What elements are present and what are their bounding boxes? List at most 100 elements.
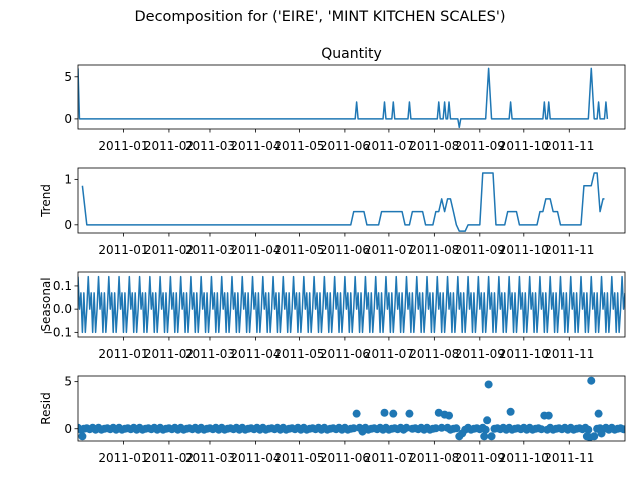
x-tick-label: 2011-02 xyxy=(144,139,194,153)
x-tick-label: 2011-06 xyxy=(320,451,370,465)
resid-point-outlier xyxy=(480,432,489,441)
resid-point-outlier xyxy=(487,432,496,441)
x-tick-label: 2011-08 xyxy=(409,139,459,153)
y-tick-label: −0.1 xyxy=(43,325,72,339)
axes-frame xyxy=(77,167,626,234)
x-tick-label: 2011-10 xyxy=(499,139,549,153)
resid-point-outlier xyxy=(358,427,367,436)
series-line xyxy=(78,67,609,129)
axes-frame xyxy=(77,375,626,442)
y-tick-label: 0.0 xyxy=(53,302,72,316)
plot-area xyxy=(78,275,625,334)
panels: 052011-012011-022011-032011-042011-05201… xyxy=(39,46,626,465)
x-tick-label: 2011-03 xyxy=(185,243,235,257)
x-tick-label: 2011-10 xyxy=(499,451,549,465)
resid-point-outlier xyxy=(484,380,493,389)
x-tick-label: 2011-11 xyxy=(544,139,594,153)
x-tick-label: 2011-01 xyxy=(98,451,148,465)
x-tick-label: 2011-06 xyxy=(320,347,370,361)
x-tick-label: 2011-01 xyxy=(98,139,148,153)
x-tick-label: 2011-08 xyxy=(409,243,459,257)
resid-point-outlier xyxy=(590,432,599,441)
x-tick-label: 2011-08 xyxy=(409,451,459,465)
resid-point xyxy=(349,424,358,433)
x-tick-label: 2011-09 xyxy=(455,347,505,361)
x-tick-label: 2011-10 xyxy=(499,243,549,257)
axes-frame xyxy=(77,271,626,338)
x-tick-label: 2011-03 xyxy=(185,451,235,465)
x-tick-label: 2011-04 xyxy=(230,347,280,361)
resid-point xyxy=(431,424,440,433)
x-tick-label: 2011-03 xyxy=(185,347,235,361)
figure-title: Decomposition for ('EIRE', 'MINT KITCHEN… xyxy=(134,9,505,25)
resid-point xyxy=(537,425,546,434)
x-tick-label: 2011-04 xyxy=(230,139,280,153)
y-tick-label: 1 xyxy=(64,172,72,186)
resid-point xyxy=(619,425,625,434)
x-tick-label: 2011-04 xyxy=(230,451,280,465)
x-tick-label: 2011-05 xyxy=(274,243,324,257)
x-tick-label: 2011-02 xyxy=(144,451,194,465)
x-tick-label: 2011-07 xyxy=(364,347,414,361)
resid-point xyxy=(584,425,593,434)
resid-point xyxy=(481,425,490,434)
resid-point-outlier xyxy=(483,416,492,425)
x-tick-label: 2011-01 xyxy=(98,347,148,361)
resid-point-outlier xyxy=(594,409,603,418)
seasonal-line xyxy=(78,275,625,334)
resid-point-outlier xyxy=(445,411,454,420)
x-tick-label: 2011-11 xyxy=(544,347,594,361)
y-axis-label: Seasonal xyxy=(39,277,53,331)
panel-title: Quantity xyxy=(321,46,382,62)
x-tick-label: 2011-03 xyxy=(185,139,235,153)
resid-point-outlier xyxy=(78,432,87,441)
x-tick-label: 2011-05 xyxy=(274,347,324,361)
plot-area xyxy=(81,172,605,232)
x-tick-label: 2011-04 xyxy=(230,243,280,257)
resid-point-outlier xyxy=(352,409,361,418)
plot-area xyxy=(78,67,609,129)
y-tick-label: 5 xyxy=(64,70,72,84)
y-axis-label: Trend xyxy=(39,184,53,218)
x-tick-label: 2011-11 xyxy=(544,451,594,465)
x-tick-label: 2011-08 xyxy=(409,347,459,361)
resid-point xyxy=(402,423,411,432)
series-line xyxy=(81,172,605,232)
resid-point-outlier xyxy=(380,408,389,417)
resid-point-outlier xyxy=(597,429,606,438)
y-tick-label: 0 xyxy=(64,218,72,232)
x-tick-label: 2011-10 xyxy=(499,347,549,361)
x-tick-label: 2011-05 xyxy=(274,139,324,153)
plot-area xyxy=(78,376,625,441)
resid-point-outlier xyxy=(389,409,398,418)
y-tick-label: 0 xyxy=(64,422,72,436)
x-tick-label: 2011-02 xyxy=(144,347,194,361)
x-tick-label: 2011-06 xyxy=(320,139,370,153)
x-tick-label: 2011-07 xyxy=(364,451,414,465)
resid-point xyxy=(437,423,446,432)
y-tick-label: 5 xyxy=(64,375,72,389)
x-tick-label: 2011-09 xyxy=(455,139,505,153)
y-tick-label: 0 xyxy=(64,112,72,126)
resid-point-outlier xyxy=(587,376,596,385)
y-axis-label: Resid xyxy=(39,392,53,424)
x-tick-label: 2011-07 xyxy=(364,139,414,153)
panel-3: −0.10.00.12011-012011-022011-032011-0420… xyxy=(39,271,626,361)
axes-frame xyxy=(77,64,626,130)
x-tick-label: 2011-01 xyxy=(98,243,148,257)
panel-2: 012011-012011-022011-032011-042011-05201… xyxy=(39,167,626,257)
resid-point-outlier xyxy=(405,409,414,418)
x-tick-label: 2011-05 xyxy=(274,451,324,465)
resid-point-outlier xyxy=(506,407,515,416)
panel-1: 052011-012011-022011-032011-042011-05201… xyxy=(64,46,626,153)
x-tick-label: 2011-07 xyxy=(364,243,414,257)
x-tick-label: 2011-09 xyxy=(455,451,505,465)
panel-4: 052011-012011-022011-032011-042011-05201… xyxy=(39,375,626,465)
resid-point-outlier xyxy=(458,429,467,438)
x-tick-label: 2011-06 xyxy=(320,243,370,257)
x-tick-label: 2011-02 xyxy=(144,243,194,257)
resid-point-outlier xyxy=(544,411,553,420)
resid-point xyxy=(452,424,461,433)
